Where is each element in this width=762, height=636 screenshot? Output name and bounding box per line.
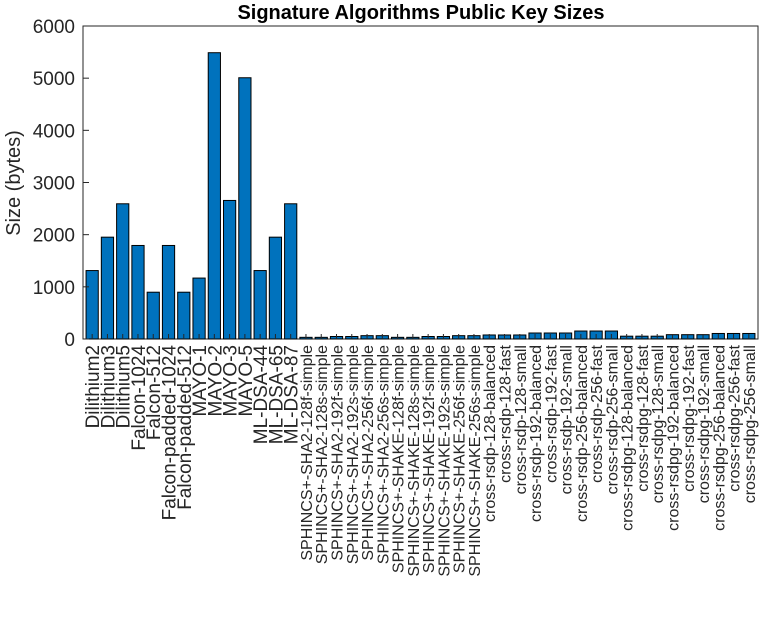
x-tick-label: ML-DSA-44 xyxy=(251,345,272,445)
x-tick-label: Dilithium2 xyxy=(83,345,104,428)
x-tick-label: cross-rsdpg-192-fast xyxy=(681,344,698,491)
x-tick-label: ML-DSA-87 xyxy=(282,345,303,444)
x-tick-label: SPHINCS+-SHA2-256f-simple xyxy=(360,345,377,561)
bar-falcon-512 xyxy=(146,291,160,340)
x-tick-label: cross-rsdpg-192-balanced xyxy=(665,345,682,531)
y-tick-label: 4000 xyxy=(33,121,75,142)
x-tick-label: Falcon-512 xyxy=(144,345,165,440)
y-tick-label: 6000 xyxy=(33,17,75,38)
x-tick-label: SPHINCS+-SHA2-192s-simple xyxy=(345,345,362,564)
y-tick-label: 5000 xyxy=(33,69,75,90)
x-tick-label: SPHINCS+-SHA2-256s-simple xyxy=(375,345,392,564)
x-tick-label: SPHINCS+-SHA2-128f-simple xyxy=(299,345,316,561)
x-tick-label: cross-rsdp-192-small xyxy=(559,345,576,494)
bar-falcon-1024 xyxy=(131,244,145,340)
bar-dilithium3 xyxy=(100,236,115,340)
x-tick-label: cross-rsdpg-128-small xyxy=(650,345,667,503)
x-tick-label: SPHINCS+-SHAKE-192f-simple xyxy=(421,345,438,573)
x-tick-label: SPHINCS+-SHAKE-256s-simple xyxy=(467,345,484,577)
x-tick-label: SPHINCS+-SHAKE-128s-simple xyxy=(406,345,423,577)
x-tick-label: cross-rsdp-192-balanced xyxy=(528,345,545,522)
x-tick-label: cross-rsdp-256-fast xyxy=(589,344,606,482)
bar-ml-dsa-65 xyxy=(268,236,283,340)
y-tick-label: 3000 xyxy=(33,174,75,195)
x-tick-label: cross-rsdpg-256-fast xyxy=(727,344,744,491)
x-tick-label: cross-rsdpg-256-small xyxy=(742,345,759,503)
y-tick-label: 2000 xyxy=(33,226,75,247)
x-tick-label: MAYO-2 xyxy=(205,345,226,416)
x-tick-label: cross-rsdp-128-fast xyxy=(497,344,514,482)
bar-mayo-5 xyxy=(238,77,252,340)
bar-mayo-3 xyxy=(223,199,237,340)
y-tick-label: 1000 xyxy=(33,278,75,299)
bar-ml-dsa-87 xyxy=(284,203,298,340)
x-tick-label: cross-rsdp-128-balanced xyxy=(482,345,499,522)
x-tick-label: SPHINCS+-SHAKE-256f-simple xyxy=(452,345,469,573)
bar-mayo-1 xyxy=(192,277,206,340)
x-tick-label: SPHINCS+-SHA2-128s-simple xyxy=(314,345,331,564)
x-tick-label: cross-rsdp-192-fast xyxy=(543,344,560,482)
x-tick-label: Dilithium3 xyxy=(98,345,119,428)
bar-mayo-2 xyxy=(207,52,221,340)
x-tick-label: Falcon-padded-512 xyxy=(175,345,196,510)
x-tick-label: SPHINCS+-SHAKE-128f-simple xyxy=(391,345,408,573)
x-tick-label: cross-rsdpg-128-balanced xyxy=(620,345,637,531)
x-tick-label: Falcon-padded-1024 xyxy=(160,345,181,521)
x-tick-label: SPHINCS+-SHA2-192f-simple xyxy=(330,345,347,561)
bar-dilithium2 xyxy=(85,270,99,340)
y-axis-label: Size (bytes) xyxy=(3,130,25,236)
x-tick-label: cross-rsdp-256-small xyxy=(604,345,621,494)
x-tick-label: cross-rsdpg-128-fast xyxy=(635,344,652,491)
x-tick-label: cross-rsdp-256-balanced xyxy=(574,345,591,522)
x-tick-label: MAYO-3 xyxy=(221,345,242,416)
x-tick-label: cross-rsdp-128-small xyxy=(513,345,530,494)
y-axis: 0 1000 2000 3000 4000 5000 6000 xyxy=(33,17,89,351)
x-axis: Dilithium2Dilithium3Dilithium5Falcon-102… xyxy=(83,334,759,577)
x-tick-label: Falcon-1024 xyxy=(129,345,150,451)
x-tick-label: cross-rsdpg-192-small xyxy=(696,345,713,503)
y-tick-label: 0 xyxy=(64,330,75,351)
x-tick-label: MAYO-1 xyxy=(190,345,211,416)
x-tick-label: cross-rsdpg-256-balanced xyxy=(711,345,728,531)
x-tick-label: SPHINCS+-SHAKE-192s-simple xyxy=(436,345,453,577)
chart-title: Signature Algorithms Public Key Sizes xyxy=(237,2,604,24)
bar-series xyxy=(85,52,756,340)
bar-dilithium5 xyxy=(116,203,130,340)
x-tick-label: Dilithium5 xyxy=(114,345,135,428)
bar-ml-dsa-44 xyxy=(253,270,267,340)
bar-falcon-padded-1024 xyxy=(161,244,176,340)
x-tick-label: MAYO-5 xyxy=(236,345,257,416)
bar-falcon-padded-512 xyxy=(177,291,191,340)
x-tick-label: ML-DSA-65 xyxy=(266,345,287,444)
